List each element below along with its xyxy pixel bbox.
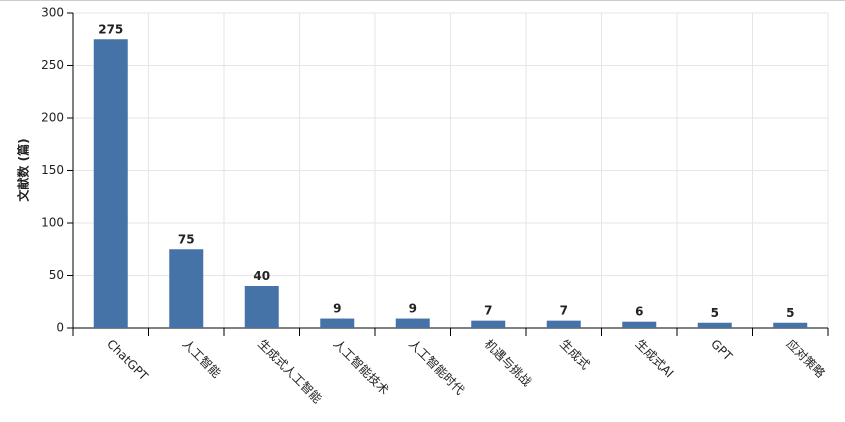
value-label: 7 bbox=[484, 304, 492, 318]
bar bbox=[320, 318, 355, 328]
y-tick-label: 250 bbox=[41, 58, 64, 72]
x-tick-label: 生成式人工智能 bbox=[255, 336, 325, 406]
x-tick-label: 人工智能 bbox=[180, 336, 225, 381]
x-tick-label: 人工智能技术 bbox=[331, 336, 393, 398]
value-label: 5 bbox=[786, 306, 794, 320]
value-label: 275 bbox=[98, 22, 123, 36]
bar bbox=[773, 322, 808, 328]
x-tick-label: 机遇与挑战 bbox=[482, 337, 534, 389]
value-label: 7 bbox=[560, 304, 568, 318]
value-label: 9 bbox=[333, 302, 341, 316]
x-tick-label: 生成式AI bbox=[633, 337, 677, 381]
y-tick-label: 300 bbox=[41, 6, 64, 20]
bar bbox=[546, 320, 581, 328]
value-label: 75 bbox=[178, 232, 195, 246]
bar bbox=[471, 320, 506, 328]
y-tick-label: 100 bbox=[41, 216, 64, 230]
x-tick-label: 人工智能时代 bbox=[406, 336, 468, 398]
y-tick-label: 50 bbox=[49, 268, 64, 282]
bar bbox=[395, 318, 430, 328]
y-tick-label: 0 bbox=[56, 321, 64, 335]
x-tick-label: 生成式 bbox=[557, 337, 592, 372]
value-label: 40 bbox=[253, 269, 270, 283]
bar bbox=[93, 39, 128, 328]
y-tick-label: 150 bbox=[41, 163, 64, 177]
bar bbox=[622, 321, 657, 328]
y-tick-label: 200 bbox=[41, 111, 64, 125]
x-tick-label: GPT bbox=[708, 337, 735, 364]
x-tick-label: 应对策略 bbox=[784, 336, 829, 381]
bar bbox=[697, 322, 732, 328]
y-axis-label: 文献数 (篇) bbox=[16, 138, 31, 201]
value-label: 6 bbox=[635, 305, 643, 319]
value-label: 5 bbox=[711, 306, 719, 320]
bar bbox=[169, 249, 204, 328]
bar bbox=[244, 286, 279, 328]
value-label: 9 bbox=[409, 302, 417, 316]
x-tick-label: ChatGPT bbox=[104, 337, 151, 384]
